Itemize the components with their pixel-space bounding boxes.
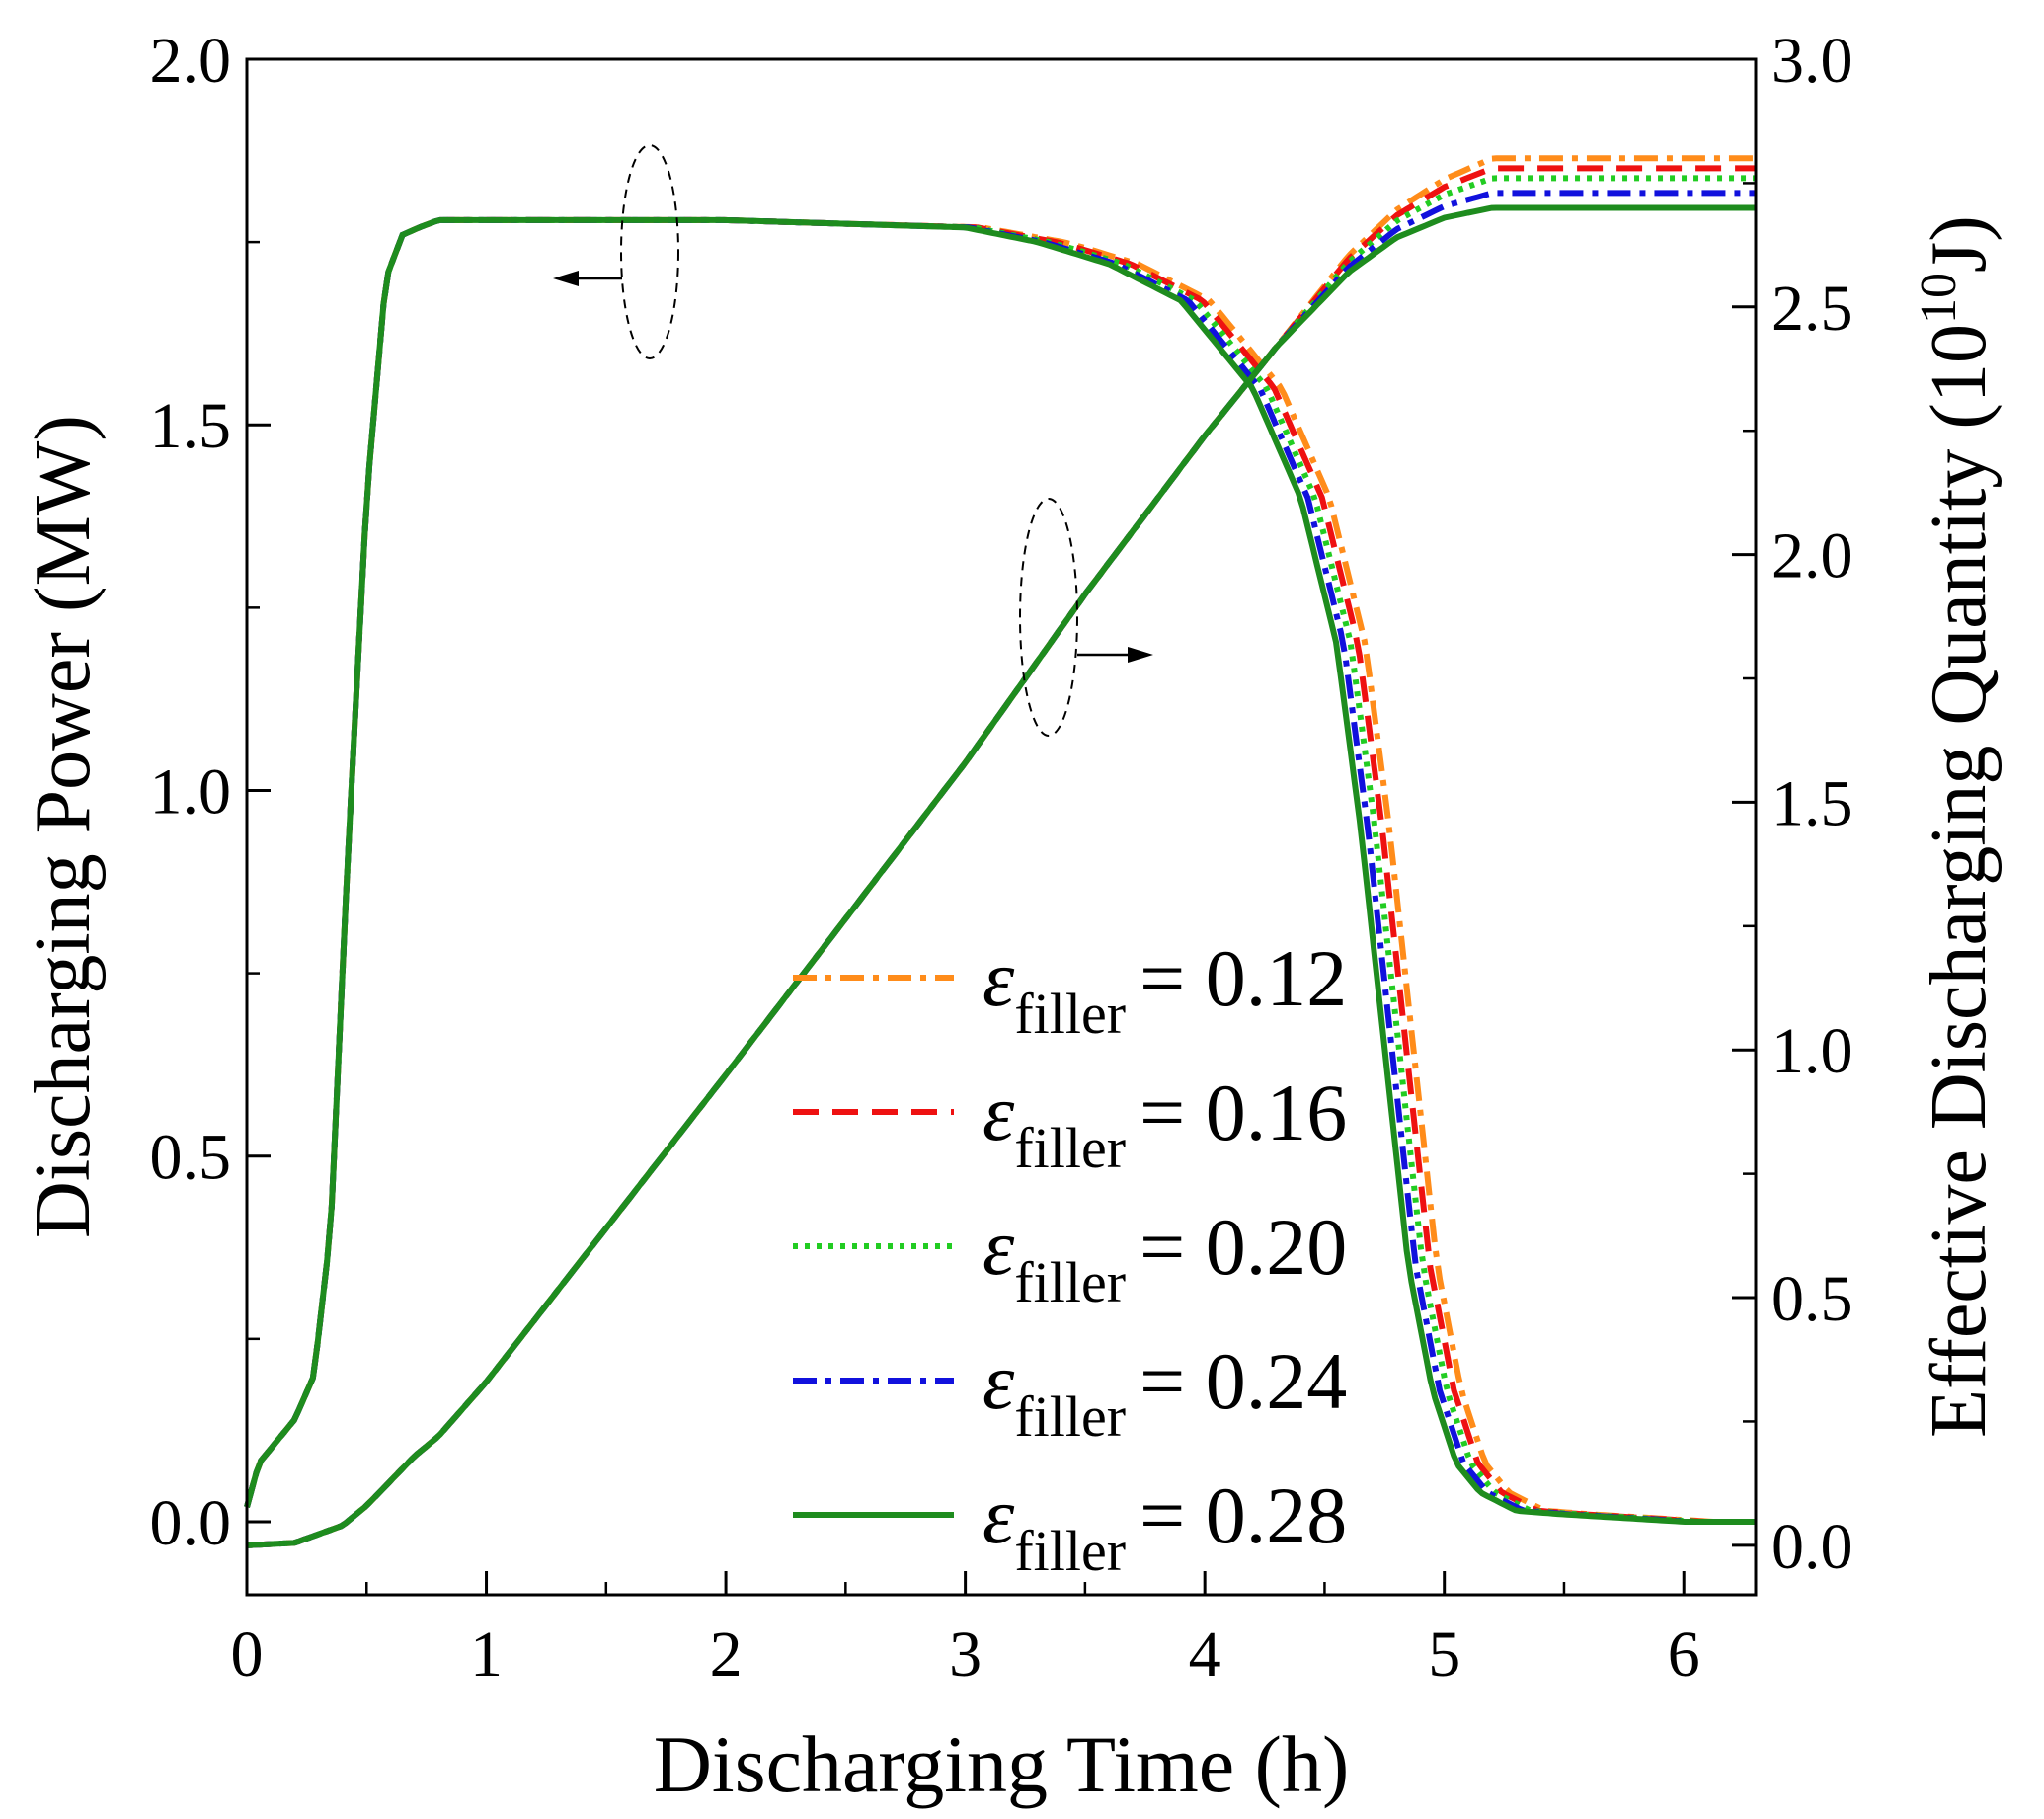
curves-layer	[244, 155, 1756, 1548]
legend-value: = 0.20	[1140, 1202, 1347, 1292]
x-tick-label: 3	[949, 1619, 982, 1691]
legend-label-0.16: εfiller = 0.16	[983, 1068, 1347, 1180]
right-axis-arrow-head	[1128, 647, 1153, 663]
left-axis-arrow-head	[553, 271, 579, 286]
y-left-tick-label: 0.0	[150, 1487, 232, 1559]
legend-value: = 0.28	[1140, 1470, 1347, 1560]
y-right-tick-label: 2.5	[1771, 273, 1853, 345]
legend-label-0.28: εfiller = 0.28	[983, 1470, 1347, 1583]
x-tick-label: 1	[470, 1619, 503, 1691]
legend-symbol: ε	[983, 933, 1015, 1023]
legend-symbol: ε	[983, 1336, 1015, 1426]
x-tick-label: 6	[1668, 1619, 1700, 1691]
legend-subscript: filler	[1014, 1250, 1126, 1314]
legend-label-0.12: εfiller = 0.12	[983, 933, 1347, 1046]
x-axis-label: Discharging Time (h)	[654, 1719, 1350, 1809]
y-right-tick-label: 0.5	[1771, 1263, 1853, 1335]
y-left-tick-label: 2.0	[150, 25, 232, 97]
y-left-tick-label: 1.0	[150, 755, 232, 828]
y-axis-right-label: Effective Discharging Quantity (1010J)	[1911, 215, 2003, 1438]
legend-symbol: ε	[983, 1068, 1015, 1157]
plot-frame	[245, 57, 1758, 1597]
y-axis-right-label-tail: J)	[1916, 215, 2003, 273]
y-axis-right-label-sup: 10	[1911, 273, 1967, 324]
y-right-tick-label: 3.0	[1771, 25, 1853, 97]
legend-symbol: ε	[983, 1202, 1015, 1292]
power-line-0.12	[244, 216, 1756, 1525]
x-tick-label: 4	[1189, 1619, 1221, 1691]
y-left-tick-label: 1.5	[150, 390, 232, 462]
legend-value: = 0.12	[1140, 933, 1347, 1023]
ticks-layer: 0 1 2 3 4 5 6 0.0 0.5 1.0 1.5 2.0 0.0 0.5 1.0 1.5 2.0 2.5…	[150, 25, 1853, 1691]
power-line-0.24	[244, 216, 1756, 1525]
right-axis-marker-ellipse	[1019, 498, 1078, 737]
y-axis-right-label-main: Effective Discharging Quantity (10	[1916, 324, 2003, 1438]
left-axis-marker-ellipse	[620, 144, 679, 359]
legend-label-0.24: εfiller = 0.24	[983, 1336, 1347, 1449]
x-tick-label: 5	[1428, 1619, 1460, 1691]
legend-subscript: filler	[1014, 1384, 1126, 1449]
legend-value: = 0.16	[1140, 1068, 1347, 1157]
power-line-0.20	[244, 216, 1756, 1525]
y-right-tick-label: 0.0	[1771, 1511, 1853, 1583]
legend-symbol: ε	[983, 1470, 1015, 1560]
power-line-0.28	[244, 216, 1756, 1525]
y-right-tick-label: 1.0	[1771, 1015, 1853, 1087]
legend-subscript: filler	[1014, 1116, 1126, 1180]
y-right-tick-label: 2.0	[1771, 520, 1853, 593]
legend-subscript: filler	[1014, 1519, 1126, 1583]
annotations	[553, 144, 1153, 737]
x-tick-label: 2	[710, 1619, 743, 1691]
y-axis-left-label: Discharging Power (MW)	[20, 415, 107, 1238]
y-right-tick-label: 1.5	[1771, 767, 1853, 839]
legend-subscript: filler	[1014, 982, 1126, 1046]
power-line-0.16	[244, 216, 1756, 1525]
energy-line-0.28	[246, 204, 1756, 1548]
legend-value: = 0.24	[1140, 1336, 1347, 1426]
legend-label-0.20: εfiller = 0.20	[983, 1202, 1347, 1314]
x-tick-label: 0	[231, 1619, 264, 1691]
y-left-tick-label: 0.5	[150, 1122, 232, 1194]
